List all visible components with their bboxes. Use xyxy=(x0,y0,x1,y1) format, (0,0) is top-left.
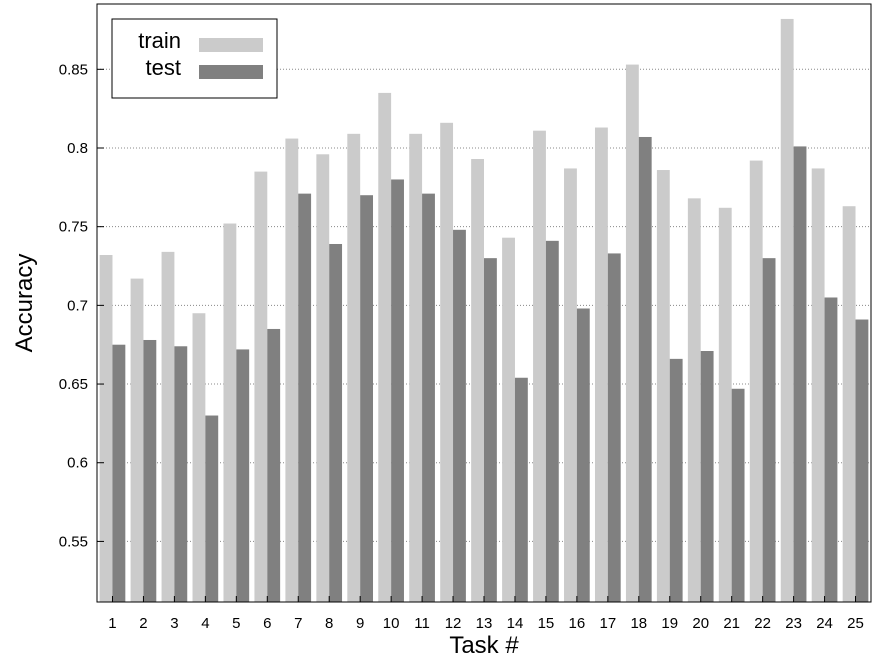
x-tick-label: 18 xyxy=(630,615,647,632)
x-axis-ticks: 1 2 3 4 5 6 7 8 9 10 11 12 13 14 15 16 17 18 19 20 21 22 23 24 2… xyxy=(108,596,864,632)
x-tick-label: 11 xyxy=(414,615,430,632)
y-tick-label: 0.6 xyxy=(67,455,88,472)
y-tick-label: 0.75 xyxy=(59,219,88,236)
y-tick-label: 0.8 xyxy=(67,140,88,157)
x-tick-label: 23 xyxy=(785,615,802,632)
x-axis-title: Task # xyxy=(449,632,519,659)
bar-train-task-16 xyxy=(564,168,577,602)
bar-test-task-4 xyxy=(205,415,219,602)
x-tick-label: 2 xyxy=(139,615,147,632)
bar-test-task-1 xyxy=(112,344,126,602)
y-tick-label: 0.65 xyxy=(59,376,88,393)
bar-test-task-25 xyxy=(855,319,869,602)
bar-test-task-18 xyxy=(638,136,652,602)
y-axis-title: Accuracy xyxy=(11,254,38,353)
bar-test-task-11 xyxy=(422,193,435,602)
bar-test-task-12 xyxy=(453,229,466,603)
bar-train-task-25 xyxy=(842,206,856,602)
legend-swatch-train xyxy=(199,38,263,52)
bar-test-task-24 xyxy=(824,297,838,602)
bar-train-task-18 xyxy=(625,64,639,602)
bar-train-task-22 xyxy=(749,160,763,602)
bar-train-task-4 xyxy=(192,313,206,602)
bar-train-task-9 xyxy=(347,133,361,602)
bar-train-task-21 xyxy=(718,207,732,602)
bar-test-task-5 xyxy=(236,349,250,602)
x-tick-label: 19 xyxy=(661,615,678,632)
x-tick-label: 21 xyxy=(723,615,740,632)
bar-train-task-8 xyxy=(316,154,330,602)
x-tick-label: 25 xyxy=(847,615,864,632)
x-tick-label: 17 xyxy=(599,615,616,632)
x-tick-label: 8 xyxy=(325,615,333,632)
bars xyxy=(99,18,869,603)
bar-train-task-12 xyxy=(440,122,454,602)
bar-train-task-14 xyxy=(502,237,515,602)
y-tick-label: 0.85 xyxy=(59,61,88,78)
y-axis-ticks: 0.55 0.6 0.65 0.7 0.75 0.8 0.85 xyxy=(59,61,104,550)
legend-label-train: train xyxy=(138,28,181,53)
bar-train-task-17 xyxy=(594,127,608,602)
x-tick-label: 20 xyxy=(692,615,709,632)
bar-train-task-11 xyxy=(409,133,423,602)
y-tick-label: 0.7 xyxy=(67,297,88,314)
bar-test-task-19 xyxy=(669,358,683,602)
bar-train-task-10 xyxy=(378,92,392,603)
bar-train-task-23 xyxy=(780,18,794,602)
bar-test-task-8 xyxy=(329,243,343,602)
bar-train-task-15 xyxy=(533,130,546,602)
bar-train-task-5 xyxy=(223,223,237,603)
bar-test-task-9 xyxy=(360,195,374,602)
legend-box xyxy=(111,18,278,99)
bar-test-task-21 xyxy=(731,388,745,602)
x-tick-label: 14 xyxy=(507,615,524,632)
x-tick-label: 9 xyxy=(356,615,364,632)
bar-test-task-6 xyxy=(267,328,281,602)
bar-test-task-7 xyxy=(298,193,312,602)
bar-test-task-2 xyxy=(143,339,157,602)
bar-train-task-7 xyxy=(285,138,299,603)
x-tick-label: 4 xyxy=(201,615,209,632)
bar-test-task-10 xyxy=(391,179,404,602)
bar-train-task-20 xyxy=(687,198,701,602)
bar-test-task-14 xyxy=(514,377,528,602)
bar-train-task-2 xyxy=(130,278,144,602)
bar-train-task-13 xyxy=(471,159,484,603)
x-tick-label: 12 xyxy=(445,615,462,632)
x-tick-label: 24 xyxy=(816,615,833,632)
bar-train-task-1 xyxy=(99,255,113,602)
bar-train-task-6 xyxy=(254,171,268,603)
bar-test-task-3 xyxy=(174,346,188,602)
x-tick-label: 13 xyxy=(476,615,493,632)
legend-swatch-test xyxy=(199,65,263,79)
bar-train-task-19 xyxy=(656,170,670,602)
x-tick-label: 3 xyxy=(170,615,178,632)
bar-test-task-17 xyxy=(607,253,621,602)
x-tick-label: 6 xyxy=(263,615,271,632)
x-tick-label: 16 xyxy=(569,615,586,632)
bar-train-task-24 xyxy=(811,168,825,602)
x-tick-label: 1 xyxy=(108,615,116,632)
x-tick-label: 15 xyxy=(538,615,555,632)
legend: train test xyxy=(111,18,278,99)
bar-train-task-3 xyxy=(161,251,175,602)
bar-test-task-23 xyxy=(793,146,807,602)
bar-test-task-15 xyxy=(545,240,559,602)
y-tick-label: 0.55 xyxy=(59,533,88,550)
x-tick-label: 7 xyxy=(294,615,302,632)
bar-test-task-13 xyxy=(484,258,497,602)
bar-test-task-22 xyxy=(762,258,776,602)
legend-label-test: test xyxy=(146,55,181,80)
bar-test-task-20 xyxy=(700,350,714,602)
x-tick-label: 22 xyxy=(754,615,771,632)
x-tick-label: 10 xyxy=(383,615,400,632)
bar-test-task-16 xyxy=(576,308,590,602)
x-tick-label: 5 xyxy=(232,615,240,632)
